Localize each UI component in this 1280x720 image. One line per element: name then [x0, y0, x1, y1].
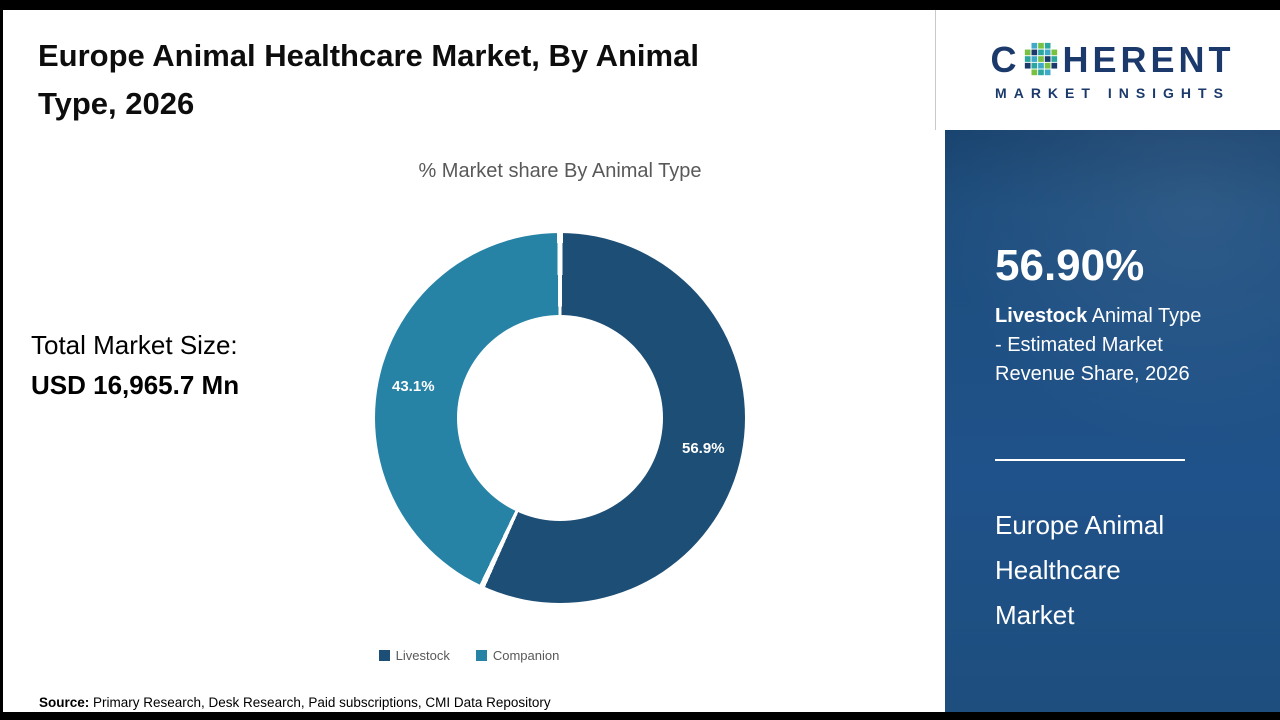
share-description-bold: Livestock [995, 305, 1088, 327]
bottom-border-bar [0, 712, 1280, 720]
slice-label-livestock: 56.9% [682, 440, 725, 457]
logo-letters-rest: HERENT [1062, 39, 1235, 80]
source-line: Source: Primary Research, Desk Research,… [39, 695, 551, 710]
share-description-rest: Animal Type - Estimated Market Revenue S… [995, 305, 1202, 385]
page-title-line2: Type, 2026 [38, 86, 195, 122]
source-label: Source: [39, 695, 90, 710]
side-panel-share-value: 56.90% [995, 241, 1145, 290]
legend-label-livestock: Livestock [395, 648, 450, 663]
side-panel-divider-line [995, 459, 1185, 461]
side-panel-market-name: Europe Animal Healthcare Market [995, 510, 1165, 630]
page-title-line1: Europe Animal Healthcare Market, By Anim… [38, 38, 699, 73]
slice-label-companion: 43.1% [392, 378, 435, 395]
coherent-logo-wordmark: C [990, 39, 1234, 81]
donut [375, 233, 745, 603]
logo-tagline: MARKET INSIGHTS [995, 85, 1230, 101]
total-market-size-label: Total Market Size: [31, 330, 238, 360]
logo-divider-line [935, 10, 936, 130]
side-panel-share-description: Livestock Animal Type - Estimated Market… [995, 302, 1213, 389]
legend-label-companion: Companion [492, 648, 560, 663]
side-panel: 56.90% Livestock Animal Type - Estimated… [945, 130, 1280, 712]
legend-swatch-companion [475, 650, 487, 661]
legend-swatch-livestock [378, 650, 390, 661]
chart-title: % Market share By Animal Type [418, 160, 702, 182]
coherent-logo: C [945, 10, 1280, 130]
total-market-size: Total Market Size: USD 16,965.7 Mn [31, 325, 239, 405]
top-border-bar [0, 0, 1280, 10]
page-title: Europe Animal Healthcare Market, By Anim… [38, 32, 868, 128]
legend-item-livestock: Livestock [378, 648, 450, 663]
source-text: Primary Research, Desk Research, Paid su… [89, 695, 551, 710]
coherent-logo-globe-icon [1025, 42, 1058, 76]
chart-legend: Livestock Companion [3, 648, 935, 663]
left-border-bar [0, 0, 3, 720]
main-content-area: Europe Animal Healthcare Market, By Anim… [3, 10, 935, 712]
total-market-size-value: USD 16,965.7 Mn [31, 370, 240, 400]
donut-hole [457, 315, 663, 521]
logo-letter-c: C [990, 39, 1021, 80]
legend-item-companion: Companion [475, 648, 560, 663]
